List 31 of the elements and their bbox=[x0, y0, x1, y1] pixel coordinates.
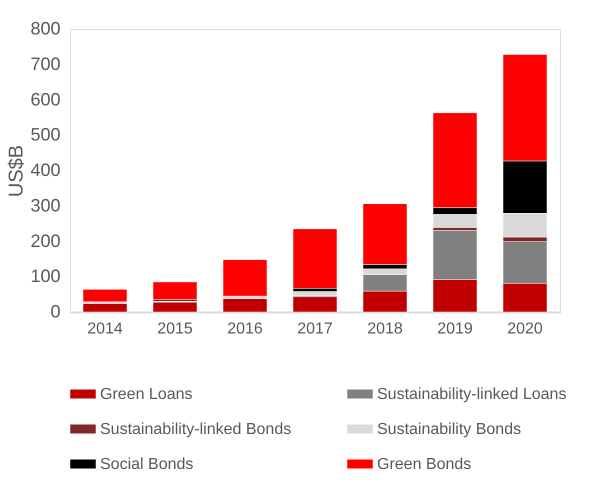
bar bbox=[152, 282, 198, 300]
legend-label: Sustainability Bonds bbox=[377, 421, 522, 438]
x-tick-label: 2014 bbox=[87, 320, 123, 338]
legend-label: Social Bonds bbox=[100, 456, 194, 473]
bar bbox=[292, 228, 338, 289]
y-tick-label: 200 bbox=[30, 230, 60, 251]
bar bbox=[222, 259, 268, 296]
bar bbox=[152, 302, 198, 312]
x-tick-label: 2019 bbox=[437, 320, 473, 338]
legend-label: Sustainability-linked Bonds bbox=[100, 421, 292, 438]
x-tick-label: 2018 bbox=[367, 320, 403, 338]
x-tick-label: 2016 bbox=[227, 320, 263, 338]
y-tick-label: 100 bbox=[30, 266, 60, 286]
y-tick-label: 500 bbox=[30, 124, 60, 145]
x-tick-label: 2017 bbox=[297, 320, 333, 338]
y-tick-label: 400 bbox=[30, 160, 60, 180]
bar bbox=[82, 303, 128, 312]
y-tick-label: 600 bbox=[30, 89, 60, 110]
bar bbox=[82, 289, 128, 302]
y-tick-label: 0 bbox=[50, 302, 60, 322]
y-tick-label: 700 bbox=[30, 54, 60, 74]
legend-label: Green Loans bbox=[100, 386, 193, 403]
y-tick-label: 800 bbox=[30, 18, 60, 38]
legend-label: Green Bonds bbox=[377, 456, 472, 473]
legend-label: Sustainability-linked Loans bbox=[377, 386, 566, 403]
bar bbox=[362, 204, 408, 265]
bar bbox=[222, 298, 268, 312]
x-tick-label: 2020 bbox=[507, 320, 543, 338]
y-tick-label: 300 bbox=[30, 195, 60, 216]
x-tick-label: 2015 bbox=[157, 320, 193, 338]
y-axis-title: US$B bbox=[5, 144, 28, 198]
